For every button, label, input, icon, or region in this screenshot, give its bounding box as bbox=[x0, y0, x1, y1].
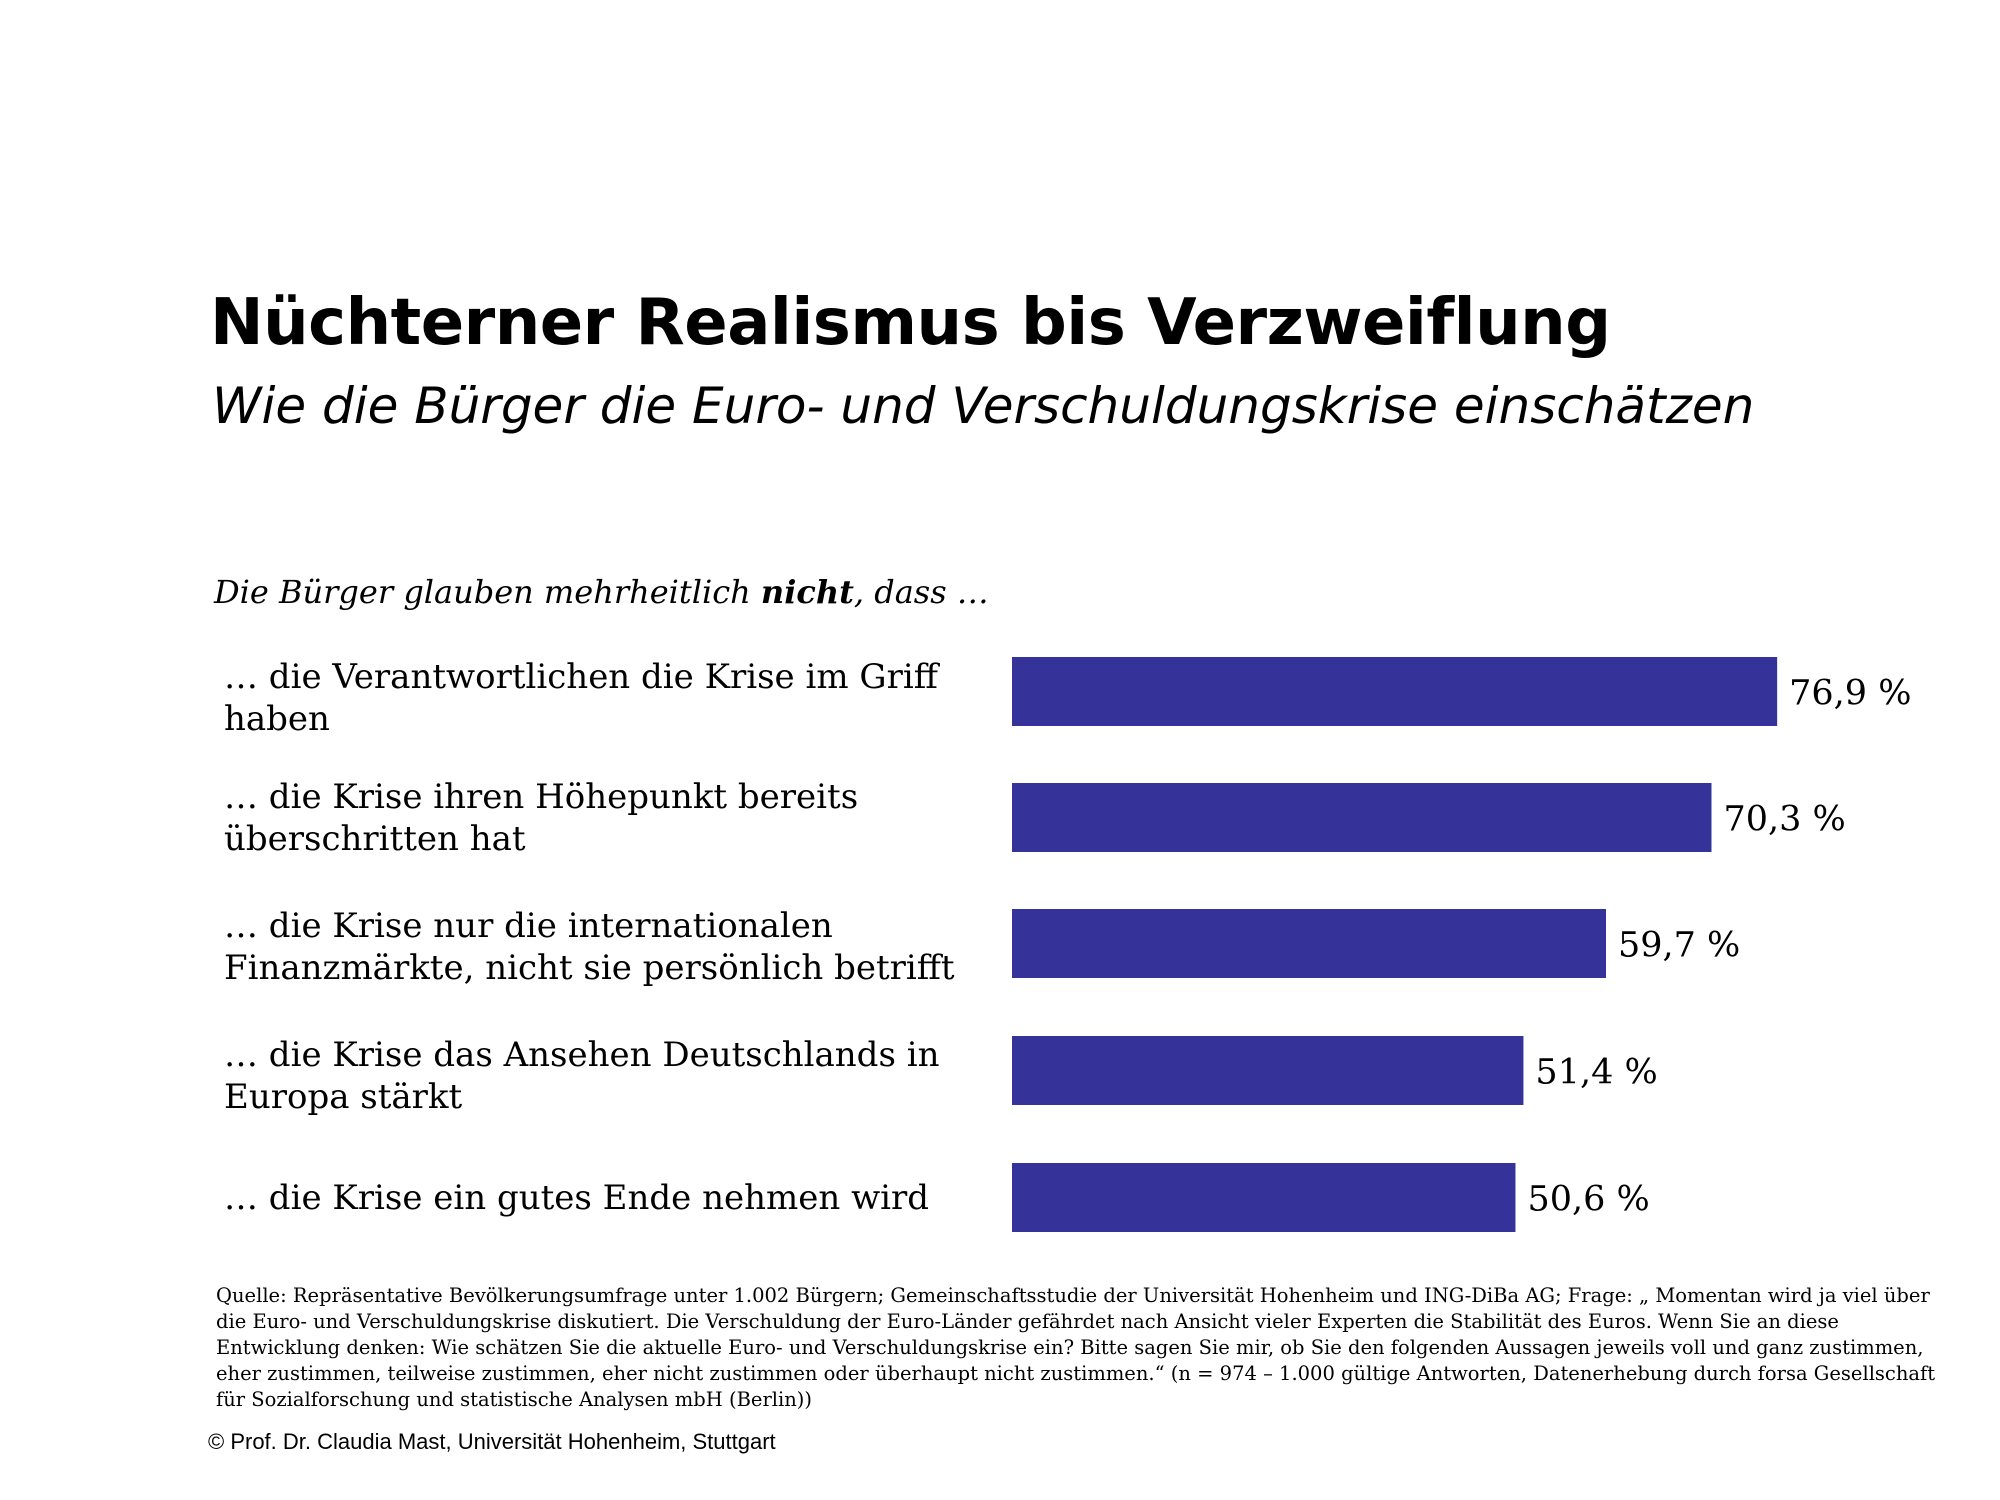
copyright-note: © Prof. Dr. Claudia Mast, Universität Ho… bbox=[208, 1429, 776, 1454]
bar bbox=[1012, 783, 1712, 852]
category-label: … die Krise das Ansehen Deutschlands in … bbox=[224, 1035, 940, 1117]
category-label: … die Verantwortlichen die Krise im Grif… bbox=[224, 657, 938, 739]
chart-intro-ending: , dass … bbox=[853, 573, 989, 611]
bar-value-label: 51,4 % bbox=[1535, 1053, 1657, 1093]
bar-value-label: 59,7 % bbox=[1618, 926, 1740, 966]
category-label: … die Krise ihren Höhepunkt bereits über… bbox=[224, 777, 859, 859]
chart-intro: Die Bürger glauben mehrheitlich nicht, d… bbox=[214, 570, 989, 614]
bar-value-label: 76,9 % bbox=[1789, 674, 1911, 714]
source-note: Quelle: Repräsentative Bevölkerungsumfra… bbox=[216, 1284, 1936, 1411]
bar-chart: 76,9 % 70,3 % 59,7 % 51,4 % 50,6 % bbox=[1012, 657, 1911, 1232]
bar bbox=[1012, 1036, 1524, 1105]
bar bbox=[1012, 1163, 1516, 1232]
chart-intro-text: Die Bürger glauben mehrheitlich bbox=[214, 573, 761, 611]
bar-value-label: 50,6 % bbox=[1527, 1180, 1649, 1220]
page-subtitle: Wie die Bürger die Euro- und Verschuldun… bbox=[212, 377, 1755, 435]
category-label: … die Krise ein gutes Ende nehmen wird bbox=[224, 1178, 930, 1218]
bar bbox=[1012, 657, 1778, 726]
bar bbox=[1012, 909, 1607, 978]
chart-intro-emphasis: nicht bbox=[760, 573, 854, 611]
page-title: Nüchterner Realismus bis Verzweiflung bbox=[210, 286, 1611, 360]
bar-value-label: 70,3 % bbox=[1723, 800, 1845, 840]
category-label: … die Krise nur die internationalen Fina… bbox=[224, 906, 955, 988]
